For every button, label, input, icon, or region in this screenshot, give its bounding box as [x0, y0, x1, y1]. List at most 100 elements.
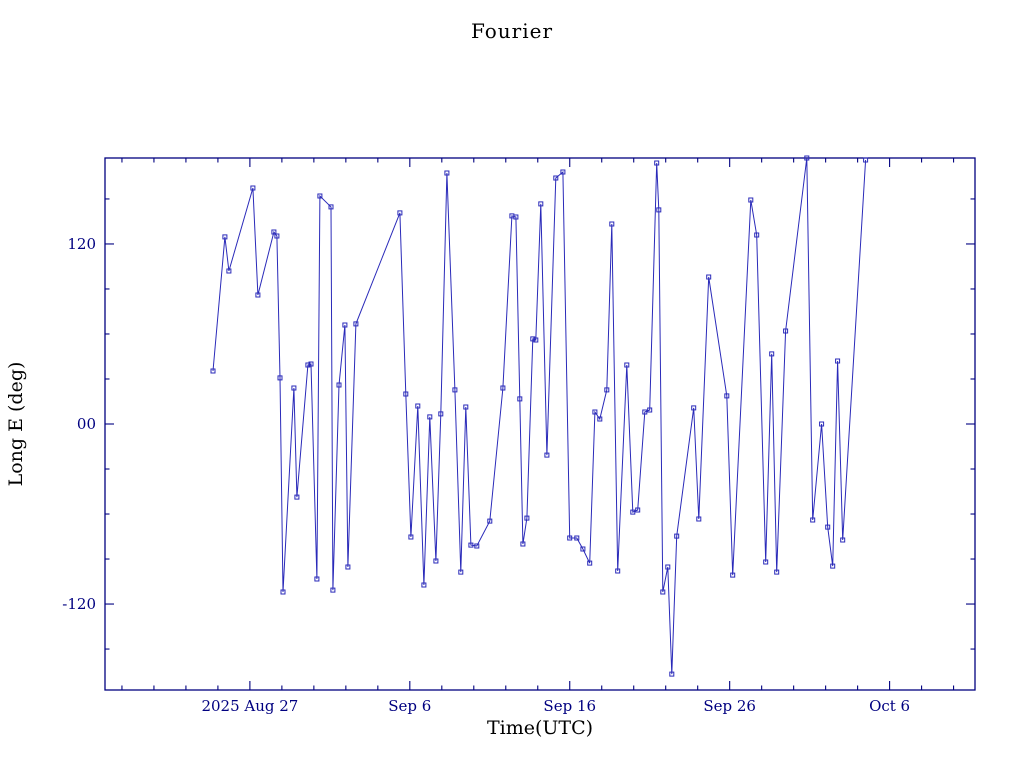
data-point-marker — [769, 351, 775, 357]
data-point-marker — [500, 385, 506, 391]
data-point-marker — [567, 535, 573, 541]
data-point-marker — [524, 515, 530, 521]
data-point-marker — [415, 403, 421, 409]
data-point-marker — [513, 214, 519, 220]
plot-area: 2025 Aug 27 Sep 6 Sep 16 Sep 26 Oct 6 120 00 -1… — [62, 155, 976, 715]
data-point-marker — [863, 157, 869, 163]
data-point-marker — [754, 232, 760, 238]
data-point-marker — [830, 563, 836, 569]
data-point-marker — [533, 337, 539, 343]
x-tick-label: Sep 26 — [703, 697, 756, 715]
data-point-marker — [280, 589, 286, 595]
data-point-marker — [630, 509, 636, 515]
chart-title: Fourier — [471, 19, 553, 43]
x-tick-label: Sep 16 — [543, 697, 596, 715]
data-point-marker — [308, 361, 314, 367]
data-point-marker — [544, 452, 550, 458]
data-point-marker — [210, 368, 216, 374]
x-tick-label: 2025 Aug 27 — [201, 697, 298, 715]
data-point-marker — [538, 201, 544, 207]
data-point-marker — [635, 507, 641, 513]
data-point-marker — [444, 170, 450, 176]
data-point-marker — [840, 537, 846, 543]
data-point-marker — [433, 558, 439, 564]
data-point-marker — [774, 569, 780, 575]
data-point-marker — [654, 160, 660, 166]
data-point-marker — [291, 385, 297, 391]
data-point-marker — [804, 155, 810, 161]
data-point-marker — [487, 518, 493, 524]
y-tick-label: 120 — [67, 235, 96, 253]
data-point-marker — [660, 589, 666, 595]
data-point-marker — [517, 396, 523, 402]
data-point-marker — [587, 560, 593, 566]
data-point-marker — [328, 204, 334, 210]
data-point-marker — [656, 207, 662, 213]
data-point-marker — [691, 405, 697, 411]
data-point-marker — [427, 414, 433, 420]
data-point-marker — [674, 533, 680, 539]
data-point-marker — [353, 321, 359, 327]
data-point-marker — [277, 375, 283, 381]
y-tick-label: 00 — [77, 415, 96, 433]
data-point-marker — [592, 409, 598, 415]
data-point-marker — [825, 524, 831, 530]
data-point-marker — [609, 221, 615, 227]
data-point-marker — [580, 546, 586, 552]
data-point-marker — [597, 416, 603, 422]
data-point-marker — [274, 233, 280, 239]
data-point-marker — [438, 411, 444, 417]
data-point-marker — [305, 362, 311, 368]
data-point-marker — [604, 387, 610, 393]
data-point-marker — [463, 404, 469, 410]
data-point-marker — [421, 582, 427, 588]
data-point-marker — [819, 421, 825, 427]
data-point-marker — [835, 358, 841, 364]
x-axis-label: Time(UTC) — [487, 717, 593, 739]
data-point-marker — [294, 494, 300, 500]
data-point-marker — [345, 564, 351, 570]
data-point-marker — [783, 328, 789, 334]
data-point-marker — [642, 409, 648, 415]
data-point-marker — [342, 322, 348, 328]
y-tick-label: -120 — [62, 595, 96, 613]
data-polyline — [212, 157, 867, 675]
data-point-marker — [706, 274, 712, 280]
data-point-marker — [330, 587, 336, 593]
data-point-marker — [474, 543, 480, 549]
data-point-marker — [255, 292, 261, 298]
data-point-marker — [560, 169, 566, 175]
data-point-marker — [574, 535, 580, 541]
x-tick-label: Oct 6 — [869, 697, 910, 715]
y-axis-label: Long E (deg) — [5, 362, 27, 487]
data-point-marker — [647, 407, 653, 413]
data-point-marker — [730, 572, 736, 578]
data-point-marker — [696, 516, 702, 522]
data-point-marker — [314, 576, 320, 582]
data-point-marker — [615, 568, 621, 574]
data-point-marker — [458, 569, 464, 575]
data-point-marker — [317, 193, 323, 199]
data-point-marker — [468, 542, 474, 548]
data-point-marker — [724, 393, 730, 399]
data-point-marker — [408, 534, 414, 540]
data-point-marker — [665, 564, 671, 570]
x-tick-label: Sep 6 — [388, 697, 431, 715]
data-point-marker — [810, 517, 816, 523]
data-point-marker — [553, 175, 559, 181]
data-point-marker — [336, 382, 342, 388]
data-point-marker — [452, 387, 458, 393]
data-point-marker — [763, 559, 769, 565]
data-point-marker — [250, 185, 256, 191]
data-point-marker — [624, 362, 630, 368]
data-point-marker — [226, 268, 232, 274]
data-point-marker — [271, 229, 277, 235]
data-point-marker — [397, 210, 403, 216]
data-point-marker — [748, 197, 754, 203]
data-point-marker — [669, 671, 675, 677]
data-point-marker — [222, 234, 228, 240]
data-point-marker — [403, 391, 409, 397]
data-point-marker — [530, 336, 536, 342]
